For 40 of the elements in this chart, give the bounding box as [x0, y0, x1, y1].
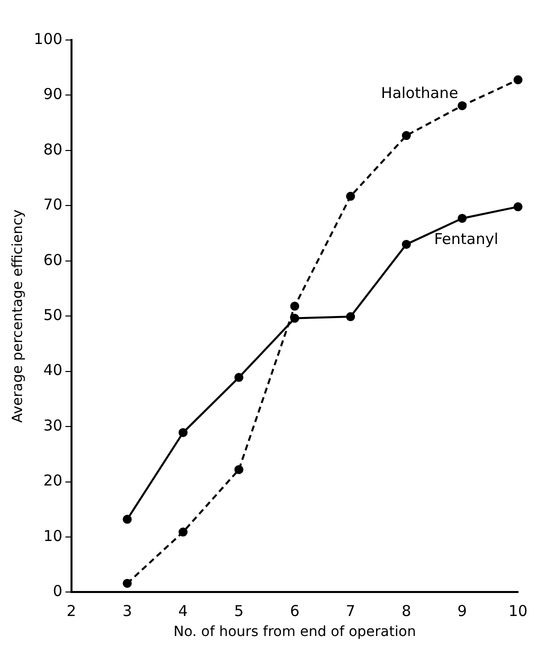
x-tick-label: 2: [66, 602, 76, 620]
point: [122, 578, 132, 588]
x-tick-label: 3: [122, 602, 132, 620]
series-label: Fentanyl: [434, 230, 498, 248]
point: [178, 528, 188, 537]
y-axis-title: Average percentage efficiency: [10, 209, 26, 423]
x-tick-label: 7: [346, 602, 356, 620]
y-tick-label: 10: [43, 526, 62, 545]
point: [346, 192, 356, 201]
x-tick-label: 4: [178, 602, 188, 620]
point: [290, 314, 300, 323]
point: [346, 312, 356, 322]
y-tick-label: 90: [43, 85, 62, 104]
point: [458, 214, 467, 223]
x-tick-label: 5: [234, 602, 244, 620]
y-tick-label: 100: [34, 30, 62, 48]
y-tick-label: 40: [43, 361, 62, 380]
point: [234, 372, 244, 382]
series-label: Halothane: [381, 84, 458, 102]
y-tick-label: 60: [43, 250, 62, 269]
point: [178, 428, 188, 438]
point: [122, 514, 132, 524]
y-tick-label: 20: [43, 472, 62, 490]
x-tick-label: 6: [290, 602, 300, 620]
point: [402, 240, 411, 249]
point: [514, 202, 522, 212]
point: [514, 75, 522, 84]
y-tick-label: 30: [43, 416, 62, 434]
y-tick-label: 0: [52, 582, 62, 600]
x-axis-title: No. of hours from end of operation: [173, 624, 416, 640]
point: [234, 465, 244, 474]
point: [458, 101, 467, 110]
y-tick-label: 70: [43, 196, 62, 214]
y-tick-label: 80: [43, 140, 62, 158]
y-tick-label: 50: [43, 306, 62, 324]
x-tick-label: 8: [402, 602, 412, 620]
x-tick-label: 10: [508, 602, 528, 620]
point: [402, 131, 411, 140]
x-tick-label: 9: [457, 602, 467, 620]
point: [290, 302, 300, 311]
